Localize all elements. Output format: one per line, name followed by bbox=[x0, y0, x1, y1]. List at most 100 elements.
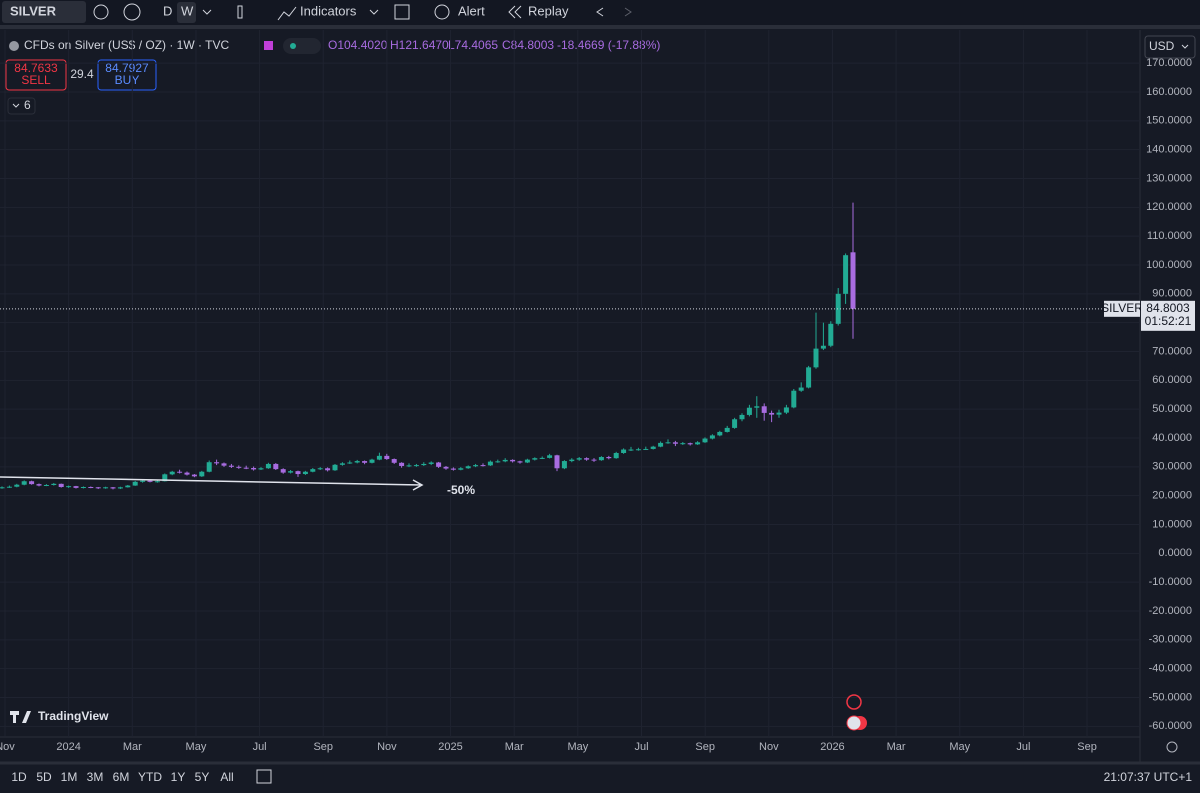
icon-dropdown[interactable] bbox=[369, 9, 379, 15]
candle-body bbox=[820, 345, 826, 349]
icon-add[interactable] bbox=[123, 3, 141, 21]
candle-body bbox=[806, 367, 812, 388]
icon-date-range[interactable] bbox=[256, 769, 272, 784]
x-tick-label: Sep bbox=[1077, 741, 1097, 753]
range-button[interactable]: 1M bbox=[61, 770, 78, 784]
icon-undo[interactable] bbox=[596, 7, 604, 17]
y-tick-label: 120.0000 bbox=[1146, 201, 1192, 213]
candle-body bbox=[58, 483, 64, 488]
candle-body bbox=[502, 459, 508, 462]
y-tick-label: -30.0000 bbox=[1149, 634, 1192, 646]
toolbar bbox=[0, 0, 1200, 25]
candle-body bbox=[103, 487, 109, 489]
interval-d[interactable]: D bbox=[163, 3, 172, 18]
legend-change: -18.4669 (-17.88%) bbox=[557, 38, 660, 52]
icon-alert[interactable] bbox=[434, 4, 450, 20]
event-icon[interactable] bbox=[846, 715, 862, 731]
candle-body bbox=[695, 442, 701, 445]
y-tick-label: -20.0000 bbox=[1149, 605, 1192, 617]
y-tick-label: 60.0000 bbox=[1152, 374, 1192, 386]
candle-body bbox=[258, 468, 264, 470]
icon-candles[interactable] bbox=[237, 5, 243, 19]
indicators-button[interactable]: Indicators bbox=[300, 3, 357, 18]
range-button[interactable]: 5Y bbox=[195, 770, 210, 784]
indicator-count[interactable]: 6 bbox=[24, 98, 31, 112]
range-button[interactable]: 1Y bbox=[171, 770, 186, 784]
price-box bbox=[1141, 300, 1195, 331]
buy-price[interactable]: 84.7927 bbox=[105, 61, 149, 75]
alert-button[interactable]: Alert bbox=[458, 3, 485, 18]
x-tick-label: Nov bbox=[759, 741, 779, 753]
candle-body bbox=[517, 461, 523, 463]
y-tick-label: 140.0000 bbox=[1146, 144, 1192, 156]
legend-title: CFDs on Silver (US$ / OZ) · 1W · TVC bbox=[24, 38, 229, 52]
candle-body bbox=[117, 487, 123, 489]
candle-body bbox=[569, 459, 575, 462]
range-button[interactable]: YTD bbox=[138, 770, 162, 784]
range-button[interactable]: 5D bbox=[36, 770, 52, 784]
sell-price[interactable]: 84.7633 bbox=[14, 61, 58, 75]
y-tick-label: 70.0000 bbox=[1152, 345, 1192, 357]
candle-body bbox=[206, 462, 212, 472]
candle-body bbox=[450, 468, 456, 470]
price-label: 84.8003 bbox=[1146, 301, 1190, 315]
symbol-search[interactable] bbox=[2, 1, 86, 23]
range-button[interactable]: 6M bbox=[113, 770, 130, 784]
buy-label[interactable]: BUY bbox=[115, 73, 140, 87]
candle-body bbox=[288, 471, 294, 473]
icon-dropdown[interactable] bbox=[202, 9, 212, 15]
interval-w[interactable]: W bbox=[181, 3, 194, 18]
y-tick-label: 150.0000 bbox=[1146, 115, 1192, 127]
y-tick-label: 90.0000 bbox=[1152, 288, 1192, 300]
indicator-toggle[interactable] bbox=[7, 97, 36, 115]
event-icon[interactable] bbox=[846, 694, 862, 710]
candle-body bbox=[791, 390, 797, 408]
icon-settings[interactable] bbox=[1166, 741, 1178, 753]
icon-watch[interactable] bbox=[93, 4, 109, 20]
y-tick-label: 100.0000 bbox=[1146, 259, 1192, 271]
icon-layouts[interactable] bbox=[394, 4, 410, 20]
icon-collapse[interactable] bbox=[12, 103, 20, 108]
candle-body bbox=[665, 442, 671, 444]
y-tick-label: 160.0000 bbox=[1146, 86, 1192, 98]
range-button[interactable]: 1D bbox=[11, 770, 27, 784]
icon-indicators[interactable] bbox=[277, 6, 297, 21]
candle-body bbox=[36, 484, 42, 486]
candle-body bbox=[95, 487, 101, 489]
candle-body bbox=[584, 458, 590, 460]
range-button[interactable]: 3M bbox=[87, 770, 104, 784]
range-button[interactable]: All bbox=[220, 770, 233, 784]
status-pill bbox=[283, 38, 321, 54]
candle-body bbox=[598, 457, 604, 461]
sell-button[interactable] bbox=[5, 59, 67, 91]
candle-body bbox=[265, 463, 271, 469]
candle-body bbox=[443, 466, 449, 469]
candle-body bbox=[724, 427, 730, 432]
y-tick-label: -50.0000 bbox=[1149, 691, 1192, 703]
candle-body bbox=[561, 461, 567, 469]
candle-body bbox=[739, 414, 745, 420]
currency[interactable]: USD bbox=[1149, 39, 1175, 53]
candle-body bbox=[140, 480, 146, 482]
candle-body bbox=[302, 471, 308, 475]
grid bbox=[0, 30, 1140, 737]
icon-dropdown[interactable] bbox=[1181, 44, 1189, 49]
y-tick-label: 10.0000 bbox=[1152, 518, 1192, 530]
currency-box[interactable] bbox=[1144, 35, 1196, 59]
candle-body bbox=[510, 459, 516, 462]
x-tick-label: May bbox=[567, 741, 588, 753]
spread: 29.4 bbox=[70, 67, 94, 81]
icon-redo[interactable] bbox=[624, 7, 632, 17]
symbol[interactable]: SILVER bbox=[10, 3, 57, 18]
candle-body bbox=[6, 486, 12, 488]
candle-body bbox=[295, 471, 301, 475]
candle-body bbox=[391, 459, 397, 463]
candle-body bbox=[214, 462, 220, 464]
sell-label[interactable]: SELL bbox=[21, 73, 51, 87]
candle-body bbox=[532, 458, 538, 460]
candle-body bbox=[628, 449, 634, 451]
replay-button[interactable]: Replay bbox=[528, 3, 569, 18]
icon-replay[interactable] bbox=[508, 5, 522, 19]
buy-button[interactable] bbox=[97, 59, 157, 91]
